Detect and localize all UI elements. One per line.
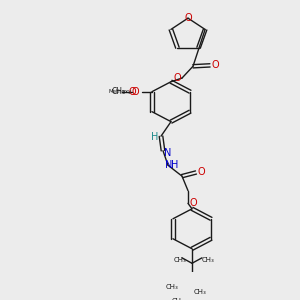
Text: O: O xyxy=(184,13,192,23)
Text: O: O xyxy=(131,87,139,97)
Text: Methoxy: Methoxy xyxy=(108,89,132,94)
Text: H: H xyxy=(171,160,179,170)
Text: H: H xyxy=(151,132,159,142)
Text: CH₃: CH₃ xyxy=(174,256,186,262)
Text: CH₃: CH₃ xyxy=(112,87,126,96)
Text: O: O xyxy=(211,60,219,70)
Text: O: O xyxy=(173,73,181,83)
Text: O: O xyxy=(128,87,136,97)
Text: O: O xyxy=(197,167,205,178)
Text: CH₃: CH₃ xyxy=(166,284,178,290)
Text: CH₃: CH₃ xyxy=(194,289,206,295)
Text: N: N xyxy=(165,160,173,170)
Text: CH₃: CH₃ xyxy=(202,256,214,262)
Text: CH₃: CH₃ xyxy=(172,298,184,300)
Text: O: O xyxy=(189,198,197,208)
Text: N: N xyxy=(164,148,172,158)
